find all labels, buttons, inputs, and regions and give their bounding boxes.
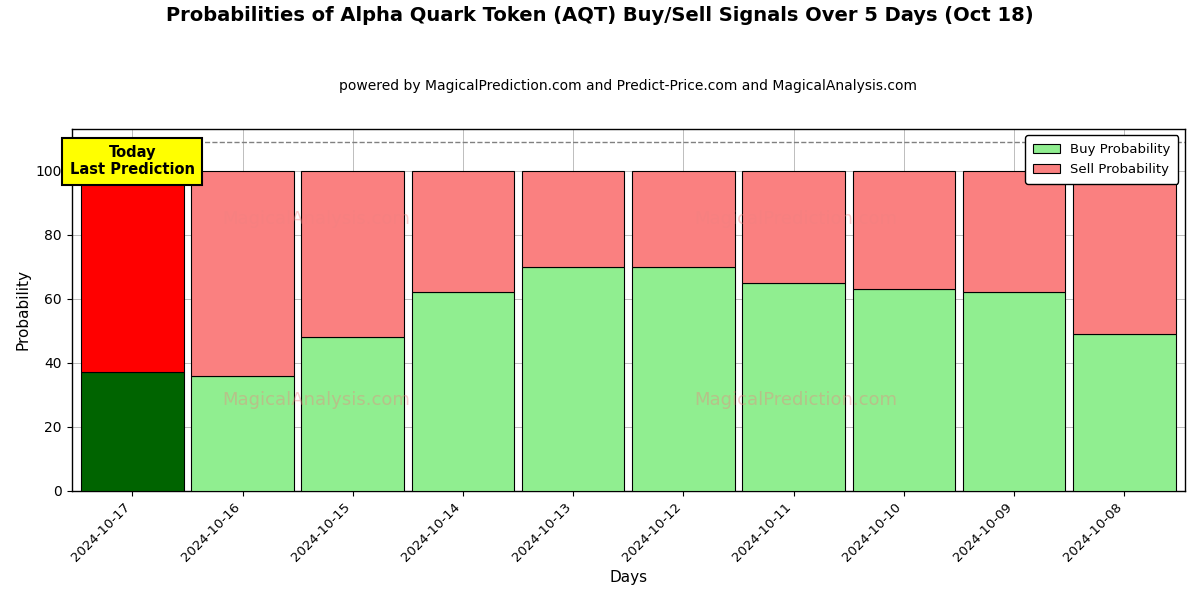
Text: Probabilities of Alpha Quark Token (AQT) Buy/Sell Signals Over 5 Days (Oct 18): Probabilities of Alpha Quark Token (AQT)…	[166, 6, 1034, 25]
Text: MagicalAnalysis.com: MagicalAnalysis.com	[223, 211, 410, 229]
Bar	[82, 373, 184, 491]
Y-axis label: Probability: Probability	[16, 269, 30, 350]
Bar	[522, 266, 624, 491]
Bar	[632, 170, 734, 266]
Bar	[191, 376, 294, 491]
Bar	[412, 170, 515, 292]
Bar	[743, 170, 845, 283]
Bar	[301, 170, 404, 337]
Bar	[82, 170, 184, 373]
Bar	[412, 292, 515, 491]
Bar	[1073, 170, 1176, 334]
Bar	[962, 170, 1066, 292]
Bar	[962, 292, 1066, 491]
Bar	[853, 170, 955, 289]
Bar	[1073, 334, 1176, 491]
Bar	[522, 170, 624, 266]
Bar	[191, 170, 294, 376]
Legend: Buy Probability, Sell Probability: Buy Probability, Sell Probability	[1025, 136, 1178, 184]
Bar	[632, 266, 734, 491]
Text: MagicalPrediction.com: MagicalPrediction.com	[694, 391, 896, 409]
Title: powered by MagicalPrediction.com and Predict-Price.com and MagicalAnalysis.com: powered by MagicalPrediction.com and Pre…	[340, 79, 917, 93]
Text: MagicalAnalysis.com: MagicalAnalysis.com	[223, 391, 410, 409]
Text: MagicalPrediction.com: MagicalPrediction.com	[694, 211, 896, 229]
Text: Today
Last Prediction: Today Last Prediction	[70, 145, 194, 178]
X-axis label: Days: Days	[610, 570, 647, 585]
Bar	[301, 337, 404, 491]
Bar	[743, 283, 845, 491]
Bar	[853, 289, 955, 491]
